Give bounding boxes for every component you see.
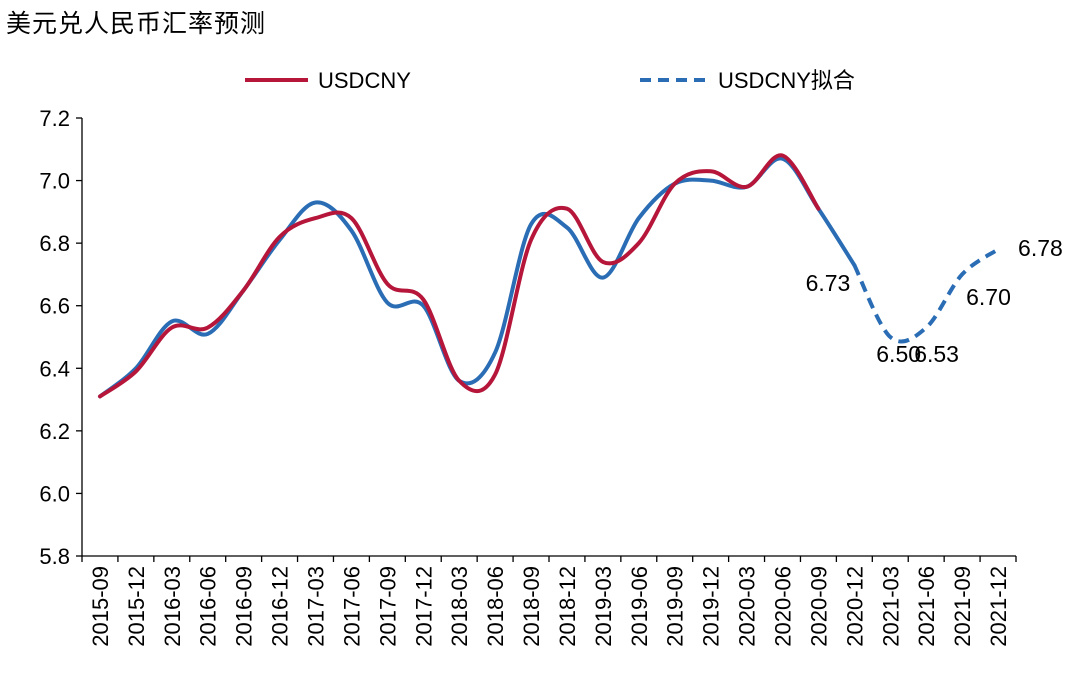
data-label-2020-12: 6.73: [806, 270, 851, 296]
x-tick-label: 2017-09: [375, 566, 400, 647]
x-tick-label: 2017-03: [304, 566, 329, 647]
chart-title: 美元兑人民币汇率预测: [6, 9, 267, 38]
y-tick-label: 7.0: [39, 169, 70, 194]
y-tick-label: 5.8: [39, 544, 70, 569]
data-label-2021-06: 6.53: [914, 341, 959, 367]
legend-label-usdcny: USDCNY: [318, 68, 411, 93]
data-label-2021-03: 6.50: [876, 341, 921, 367]
y-tick-label: 6.2: [39, 419, 70, 444]
x-tick-label: 2016-12: [268, 566, 293, 647]
series-line-fitted-dashed: [852, 247, 1000, 344]
x-tick-label: 2021-12: [986, 566, 1011, 647]
x-tick-label: 2020-12: [842, 566, 867, 647]
x-tick-label: 2017-12: [411, 566, 436, 647]
x-tick-label: 2019-09: [663, 566, 688, 647]
x-tick-label: 2021-06: [914, 566, 939, 647]
x-tick-label: 2016-06: [196, 566, 221, 647]
x-tick-label: 2021-03: [878, 566, 903, 647]
x-tick-label: 2018-12: [555, 566, 580, 647]
x-tick-label: 2015-12: [124, 566, 149, 647]
x-tick-label: 2016-09: [232, 566, 257, 647]
x-tick-label: 2019-03: [591, 566, 616, 647]
y-tick-label: 7.2: [39, 106, 70, 131]
data-labels: 6.73 6.506.53 6.70 6.78: [806, 235, 1063, 367]
y-tick-label: 6.8: [39, 231, 70, 256]
x-tick-label: 2020-06: [771, 566, 796, 647]
x-tick-label: 2019-12: [699, 566, 724, 647]
axes: 5.8 6.0 6.2 6.4 6.6 6.8 7.0 7.2 2015-09 2015-12 20…: [39, 106, 1017, 647]
legend: USDCNY USDCNY拟合: [245, 68, 855, 93]
x-tick-label: 2018-03: [447, 566, 472, 647]
series-line-usdcny: [98, 153, 821, 399]
y-tick-label: 6.0: [39, 481, 70, 506]
series-line-fitted-solid: [98, 156, 857, 399]
data-label-2021-12: 6.78: [1018, 235, 1063, 261]
x-tick-label: 2016-03: [160, 566, 185, 647]
x-tick-label: 2018-09: [519, 566, 544, 647]
x-tick-label: 2018-06: [483, 566, 508, 647]
x-tick-label: 2020-03: [735, 566, 760, 647]
y-tick-label: 6.4: [39, 356, 70, 381]
data-label-2021-09: 6.70: [966, 284, 1011, 310]
x-tick-label: 2019-06: [627, 566, 652, 647]
x-tick-label: 2020-09: [806, 566, 831, 647]
x-tick-label: 2017-06: [339, 566, 364, 647]
y-tick-label: 6.6: [39, 294, 70, 319]
legend-label-fitted: USDCNY拟合: [718, 68, 855, 93]
series-layer: [98, 153, 1000, 399]
x-tick-label: 2015-09: [88, 566, 113, 647]
x-tick-label: 2021-09: [950, 566, 975, 647]
